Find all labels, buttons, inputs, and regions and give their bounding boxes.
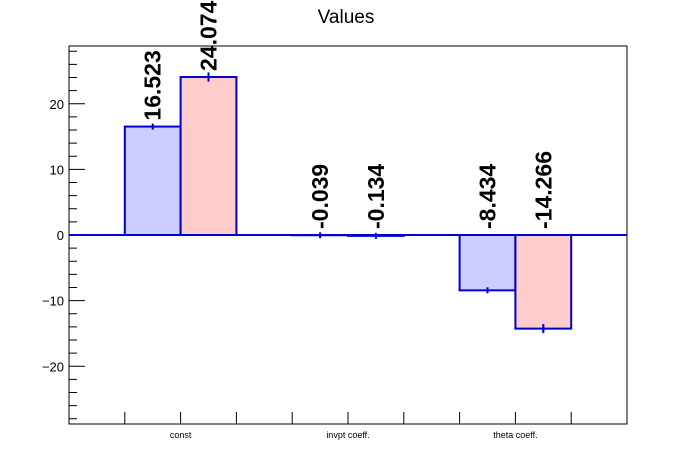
bar [123, 125, 182, 236]
bar [179, 76, 238, 236]
x-tick-label: theta coeff. [493, 430, 537, 440]
data-label: -0.039 [307, 164, 333, 229]
data-label: -14.266 [530, 151, 556, 229]
data-labels: 16.523 24.074 -0.039 -0.134 -8.434 -14.266 [140, 0, 557, 229]
x-tick-label: invpt coeff. [326, 430, 369, 440]
y-tick-label: −20 [42, 359, 64, 374]
bar [514, 234, 573, 330]
bars [69, 72, 627, 334]
x-tick-label: const [170, 430, 192, 440]
chart-title: Values [318, 7, 375, 28]
y-tick-label: −10 [42, 294, 64, 309]
data-label: 16.523 [140, 50, 166, 120]
y-tick-label: 10 [50, 162, 64, 177]
y-tick-label: 0 [57, 228, 64, 243]
data-label: -8.434 [475, 164, 501, 229]
axes: −20 −10 0 10 20 const invpt coeff. theta coeff. [42, 45, 628, 440]
data-label: 24.074 [196, 0, 222, 71]
y-tick-label: 20 [50, 97, 64, 112]
data-label: -0.134 [363, 164, 389, 229]
bar [458, 234, 517, 292]
